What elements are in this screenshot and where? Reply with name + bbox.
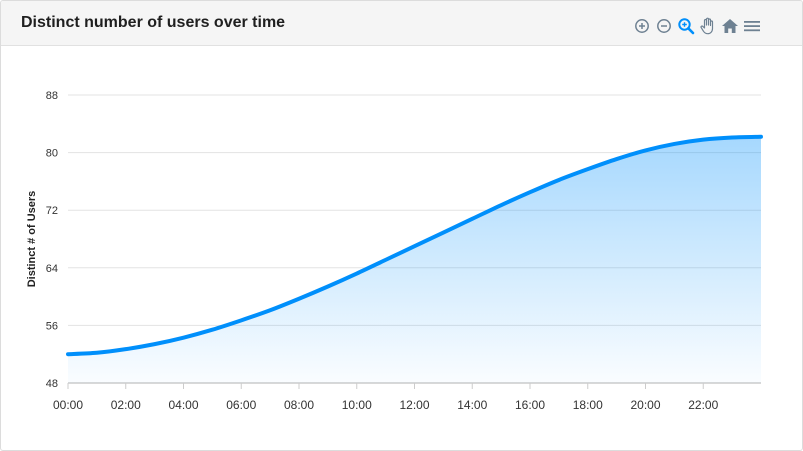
selection-zoom-button[interactable] (676, 16, 696, 36)
x-tick-label: 16:00 (515, 398, 545, 412)
x-tick-label: 02:00 (111, 398, 141, 412)
x-axis: 00:00 02:00 04:00 06:00 08:00 10:00 12:00 14:00… (53, 383, 719, 412)
y-axis-title: Distinct # of Users (26, 191, 38, 288)
chart-toolbar (632, 16, 762, 36)
x-tick-label: 10:00 (342, 398, 372, 412)
x-tick-label: 06:00 (226, 398, 256, 412)
zoom-in-icon (635, 19, 649, 33)
card-header: Distinct number of users over time (1, 1, 802, 46)
x-tick-label: 04:00 (168, 398, 198, 412)
y-tick-label: 56 (46, 320, 58, 332)
x-tick-label: 20:00 (630, 398, 660, 412)
zoom-in-button[interactable] (632, 16, 652, 36)
x-tick-label: 00:00 (53, 398, 83, 412)
menu-button[interactable] (742, 16, 762, 36)
y-tick-label: 80 (46, 148, 58, 160)
y-tick-label: 88 (46, 90, 58, 102)
y-tick-label: 72 (46, 205, 58, 217)
reset-zoom-button[interactable] (720, 16, 740, 36)
reset-zoom-icon (722, 19, 738, 33)
x-tick-label: 22:00 (688, 398, 718, 412)
pan-icon (700, 17, 714, 35)
zoom-out-icon (657, 19, 671, 33)
y-tick-label: 64 (46, 263, 58, 275)
zoom-out-button[interactable] (654, 16, 674, 36)
x-tick-label: 18:00 (573, 398, 603, 412)
x-tick-label: 08:00 (284, 398, 314, 412)
x-tick-label: 14:00 (457, 398, 487, 412)
menu-icon (744, 21, 760, 32)
series-line[interactable] (66, 134, 763, 357)
x-tick-label: 12:00 (399, 398, 429, 412)
pan-button[interactable] (698, 16, 718, 36)
chart-title: Distinct number of users over time (21, 14, 286, 31)
selection-zoom-icon (678, 18, 695, 35)
y-axis: 48 56 64 72 80 88 (46, 90, 58, 390)
chart-area[interactable]: 48 56 64 72 80 88 00:00 02:00 04:00 06:00 08:00 10… (1, 46, 802, 450)
series-area-fill (68, 136, 761, 383)
y-tick-label: 48 (46, 378, 58, 390)
area-chart: 48 56 64 72 80 88 00:00 02:00 04:00 06:00 08:00 10… (26, 90, 763, 412)
